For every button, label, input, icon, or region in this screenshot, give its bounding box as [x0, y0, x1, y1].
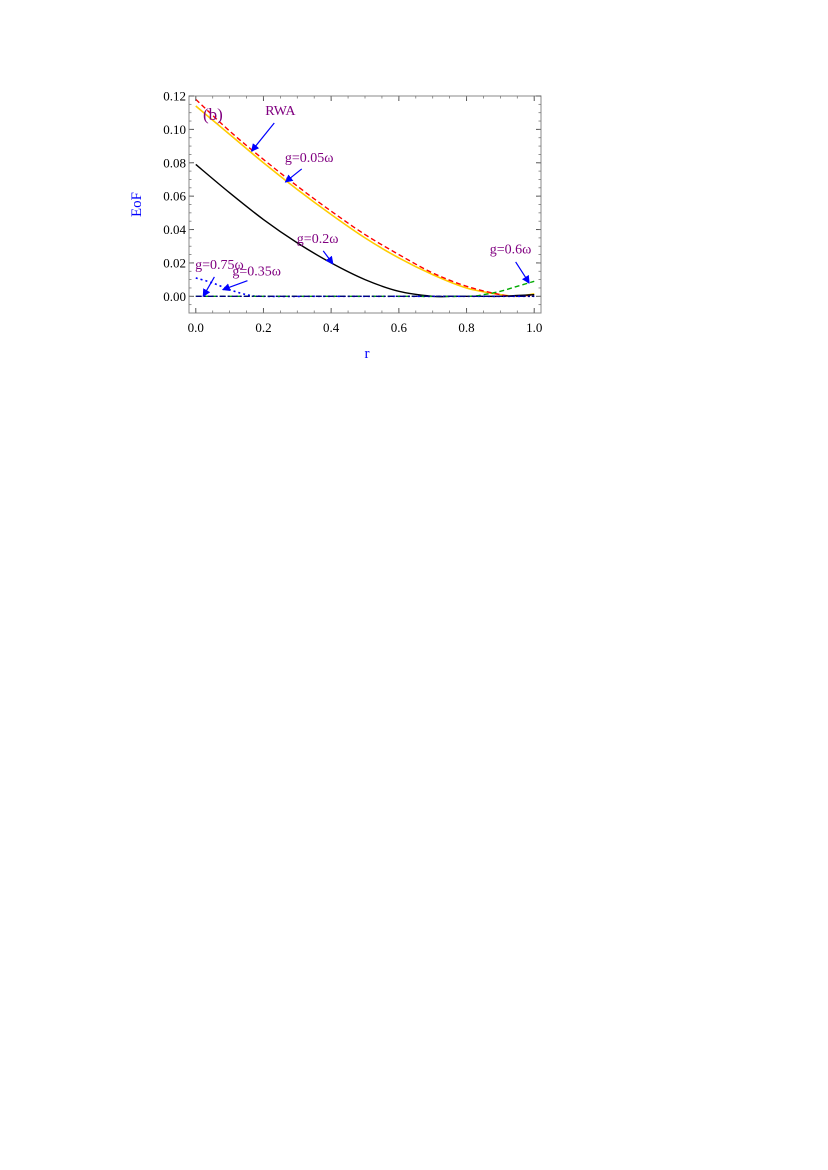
annotation-label: g=0.6ω: [490, 243, 532, 258]
x-tick-label: 0.0: [188, 320, 204, 335]
y-tick-label: 0.10: [163, 122, 186, 137]
y-tick-label: 0.06: [163, 189, 186, 204]
y-tick-label: 0.08: [163, 155, 186, 170]
annotation-arrow-shaft: [284, 168, 303, 183]
annotation-label: g=0.05ω: [285, 151, 334, 166]
x-tick-labels: 0.0 0.2 0.4 0.6 0.8 1.0: [188, 320, 543, 335]
y-tick-label: 0.04: [163, 222, 186, 237]
x-tick-label: 1.0: [526, 320, 542, 335]
series-line-4: [195, 280, 535, 298]
annotation-arrow-shaft: [515, 261, 530, 284]
annotation-label: RWA: [265, 104, 296, 119]
panel-label: (b): [203, 105, 223, 124]
x-tick-label: 0.4: [323, 320, 340, 335]
plot-frame: [188, 95, 542, 314]
series-line-0: [195, 105, 535, 298]
x-tick-label: 0.2: [255, 320, 271, 335]
y-axis-title: EoF: [129, 192, 145, 217]
y-tick-label: 0.02: [163, 255, 186, 270]
series-line-1: [195, 98, 535, 298]
x-tick-label: 0.6: [391, 320, 408, 335]
annotation-label: g=0.35ω: [232, 264, 281, 279]
axis-ticks: [189, 95, 541, 313]
y-tick-label: 0.00: [163, 289, 186, 304]
data-curves: [195, 98, 535, 298]
annotation-label: g=0.75ω: [195, 258, 244, 273]
y-tick-label: 0.12: [163, 89, 186, 104]
x-axis-title: r: [365, 346, 370, 362]
annotation-arrow-shaft: [322, 250, 334, 265]
y-tick-labels: 0.00 0.02 0.04 0.06 0.08 0.10 0.12: [163, 89, 186, 304]
annotation-arrow-shaft: [250, 122, 275, 152]
annotation-arrow-shaft: [202, 276, 215, 298]
annotation-label: g=0.2ω: [297, 232, 339, 247]
x-tick-label: 0.8: [458, 320, 474, 335]
annotation-arrow-shaft: [221, 280, 248, 292]
